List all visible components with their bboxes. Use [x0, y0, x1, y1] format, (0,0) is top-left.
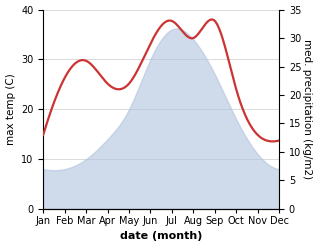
Y-axis label: med. precipitation (kg/m2): med. precipitation (kg/m2): [302, 39, 313, 179]
X-axis label: date (month): date (month): [120, 231, 202, 242]
Y-axis label: max temp (C): max temp (C): [5, 73, 16, 145]
